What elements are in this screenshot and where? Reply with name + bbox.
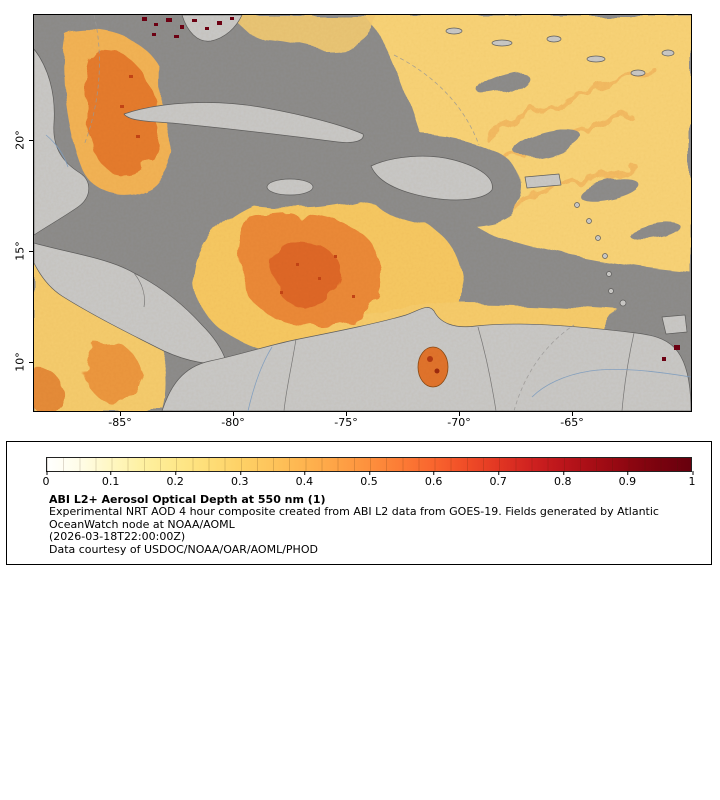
lat-tick-label: 15°	[13, 241, 27, 261]
colorbar-tick-label: 0.4	[295, 471, 314, 488]
lon-tick	[119, 412, 121, 416]
grain-texture	[34, 15, 691, 411]
legend-description-line1: Experimental NRT AOD 4 hour composite cr…	[49, 505, 659, 519]
lon-tick-label: -85°	[108, 416, 132, 429]
lon-tick	[458, 412, 460, 416]
lat-tick	[29, 361, 33, 363]
lon-tick-label: -80°	[221, 416, 245, 429]
lon-tick-label: -75°	[334, 416, 358, 429]
lat-tick	[29, 139, 33, 141]
colorbar-tick-label: 0.1	[101, 471, 120, 488]
lat-tick-label: 20°	[13, 130, 27, 150]
colorbar-gradient	[46, 457, 692, 472]
colorbar-tick-label: 0.9	[618, 471, 637, 488]
lat-tick	[29, 250, 33, 252]
colorbar-tick-label: 0.7	[489, 471, 507, 488]
legend-credit: Data courtesy of USDOC/NOAA/OAR/AOML/PHO…	[49, 542, 318, 556]
colorbar-tick-label: 1	[688, 471, 696, 488]
lon-tick-label: -70°	[447, 416, 471, 429]
lat-tick-label: 10°	[13, 352, 27, 372]
colorbar-tick-label: 0.3	[231, 471, 249, 488]
colorbar-tick-label: 0.2	[166, 471, 184, 488]
colorbar-tick-label: 0	[42, 471, 50, 488]
lon-tick	[571, 412, 573, 416]
lon-tick	[345, 412, 347, 416]
legend-title: ABI L2+ Aerosol Optical Depth at 550 nm …	[49, 493, 326, 506]
legend-caption: ABI L2+ Aerosol Optical Depth at 550 nm …	[49, 493, 659, 556]
colorbar-tick-label: 0.8	[554, 471, 572, 488]
legend-timestamp: (2026-03-18T22:00:00Z)	[49, 530, 186, 544]
aod-map-svg	[34, 15, 691, 411]
legend-description-line2: OceanWatch node at NOAA/AOML	[49, 517, 235, 531]
colorbar-tick-label: 0.5	[360, 471, 378, 488]
lon-tick-label: -65°	[560, 416, 584, 429]
colorbar-tick-label: 0.6	[424, 471, 443, 488]
lon-tick	[232, 412, 234, 416]
legend-panel: 0 0.1 0.2 0.3 0.4 0.5 0.6 0.7 0.8 0.9 1 …	[6, 441, 712, 565]
aod-map-figure	[33, 14, 692, 412]
